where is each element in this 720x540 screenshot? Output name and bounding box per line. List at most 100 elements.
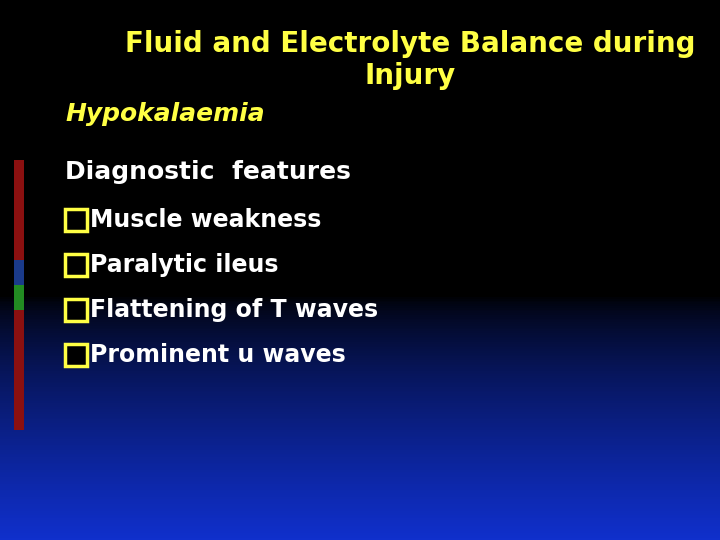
Bar — [0, 6, 720, 9]
Bar — [0, 143, 720, 146]
Bar — [0, 535, 720, 538]
Bar — [0, 483, 720, 486]
Bar — [0, 500, 720, 502]
Bar — [0, 226, 720, 228]
Bar — [0, 494, 720, 497]
Bar — [0, 224, 720, 227]
Bar — [0, 57, 720, 59]
Bar — [0, 321, 720, 324]
Bar — [0, 92, 720, 96]
Bar — [0, 122, 720, 124]
Bar — [0, 516, 720, 518]
Bar — [0, 451, 720, 454]
Bar — [0, 521, 720, 524]
Bar — [0, 130, 720, 133]
Bar — [0, 490, 720, 493]
Text: Diagnostic  features: Diagnostic features — [65, 160, 351, 184]
Bar — [0, 411, 720, 414]
Bar — [0, 472, 720, 475]
Bar — [0, 424, 720, 427]
Bar — [0, 449, 720, 452]
Bar — [0, 284, 720, 286]
Bar — [0, 227, 720, 231]
Bar — [0, 503, 720, 506]
Bar — [0, 446, 720, 448]
Bar — [65, 209, 87, 231]
Bar — [0, 514, 720, 517]
Bar — [0, 308, 720, 312]
Bar — [0, 159, 720, 162]
Bar — [0, 148, 720, 151]
Bar — [0, 296, 720, 299]
Bar — [0, 357, 720, 360]
Bar — [0, 68, 720, 70]
Bar — [0, 177, 720, 180]
Bar — [0, 359, 720, 362]
Bar — [0, 38, 720, 42]
Bar — [0, 335, 720, 339]
Bar — [0, 199, 720, 201]
Bar — [0, 64, 720, 66]
Bar — [0, 75, 720, 77]
Bar — [0, 467, 720, 470]
Bar — [0, 89, 720, 92]
Bar — [0, 258, 720, 261]
Bar — [0, 267, 720, 270]
Bar — [0, 343, 720, 346]
Bar — [0, 460, 720, 463]
Bar — [0, 51, 720, 54]
Bar — [0, 438, 720, 441]
Bar — [0, 48, 720, 50]
Bar — [0, 352, 720, 355]
Bar — [0, 328, 720, 331]
Bar — [0, 447, 720, 450]
Bar — [0, 462, 720, 464]
Bar — [0, 537, 720, 540]
Bar — [0, 102, 720, 104]
Bar — [0, 202, 720, 205]
Bar — [0, 247, 720, 250]
Bar — [0, 222, 720, 225]
Bar — [0, 528, 720, 531]
Bar — [0, 362, 720, 366]
Text: Injury: Injury — [364, 62, 456, 90]
Bar — [65, 299, 87, 321]
Bar — [0, 246, 720, 248]
Bar — [0, 381, 720, 383]
Bar — [0, 350, 720, 353]
Bar — [0, 136, 720, 139]
Bar — [0, 469, 720, 471]
Bar — [0, 242, 720, 245]
Text: Paralytic ileus: Paralytic ileus — [90, 253, 279, 277]
Bar — [0, 125, 720, 128]
Bar — [0, 397, 720, 400]
Bar — [0, 454, 720, 457]
Bar — [0, 46, 720, 49]
Bar — [0, 476, 720, 479]
Bar — [0, 260, 720, 263]
Bar — [0, 409, 720, 412]
Bar — [0, 377, 720, 380]
Bar — [0, 238, 720, 241]
Bar — [0, 416, 720, 420]
Bar — [0, 355, 720, 358]
Bar — [0, 512, 720, 515]
Bar — [0, 105, 720, 108]
Bar — [0, 292, 720, 295]
Bar — [0, 10, 720, 12]
Bar — [0, 0, 720, 2]
Bar — [0, 388, 720, 390]
Bar — [0, 179, 720, 182]
Bar — [0, 366, 720, 369]
Bar — [0, 375, 720, 378]
Bar — [0, 111, 720, 113]
Bar — [0, 458, 720, 461]
Bar — [0, 116, 720, 119]
Bar — [0, 301, 720, 304]
Bar — [0, 274, 720, 277]
Bar — [0, 138, 720, 140]
Bar — [0, 530, 720, 533]
Bar — [0, 442, 720, 444]
Bar — [0, 69, 720, 72]
Bar — [0, 395, 720, 398]
